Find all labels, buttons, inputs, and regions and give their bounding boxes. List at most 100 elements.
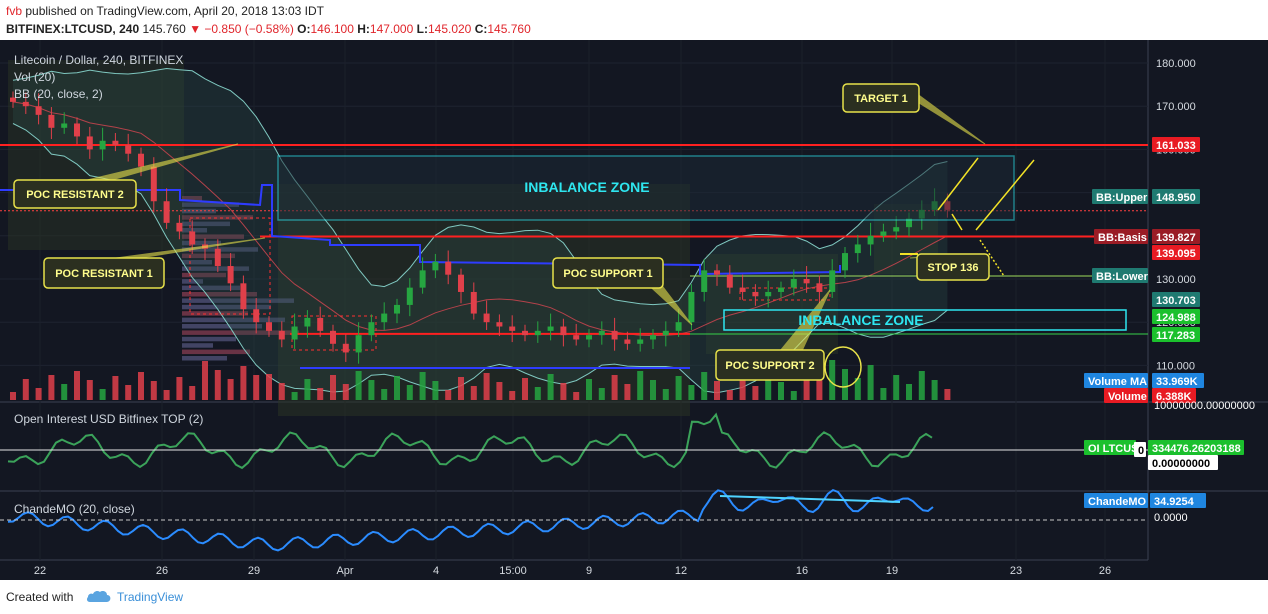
- tradingview-brand-link[interactable]: TradingView: [117, 590, 184, 604]
- volume-tag: Volume: [1108, 391, 1147, 403]
- candle-body: [662, 330, 669, 336]
- volume-ma-value-bg: [1152, 373, 1204, 388]
- cmo-trendline: [719, 495, 901, 503]
- volume-bar: [48, 375, 55, 400]
- bb-basis-tag: BB:Basis: [1098, 232, 1147, 244]
- volume-bar: [214, 370, 221, 400]
- volume-bar: [765, 373, 772, 400]
- volume-bar: [266, 374, 272, 400]
- cmo-value-bg: [1150, 493, 1206, 508]
- bb-indicator-label: BB (20, close, 2): [14, 87, 103, 101]
- callout-target-1: [842, 83, 920, 113]
- volume-bar: [790, 391, 797, 400]
- volume-bar: [202, 361, 208, 400]
- candle-body: [765, 291, 772, 297]
- volume-axis-max: 10000000.00000000: [1154, 400, 1255, 412]
- volume-bar: [278, 383, 285, 400]
- volume-profile-bar: [182, 343, 213, 348]
- candle-body: [48, 114, 55, 128]
- volume-bar: [611, 375, 618, 400]
- chart-svg[interactable]: TARGET 1 POC RESISTANT 2 POC RESISTANT 1 PO…: [0, 40, 1268, 580]
- candle-body: [138, 153, 144, 167]
- price-label-139: 139.095: [1156, 248, 1196, 260]
- volume-profile-bar: [182, 298, 294, 303]
- volume-bar: [419, 372, 426, 400]
- candle-body: [368, 322, 375, 336]
- volume-bar: [304, 379, 311, 400]
- candle-body: [906, 218, 912, 228]
- low-label: L:: [416, 22, 428, 36]
- volume-bar: [509, 391, 516, 400]
- callout-poc-resistant-1-text: POC RESISTANT 1: [55, 268, 153, 280]
- candle-body: [432, 261, 439, 271]
- volume-profile-bar: [182, 285, 240, 291]
- volume-profile-bar: [182, 228, 207, 233]
- candle-body: [278, 330, 285, 340]
- callout-pointer: [87, 143, 239, 181]
- volume-bar: [739, 377, 746, 400]
- volume-bar: [61, 384, 68, 400]
- volume-profile-bar: [182, 202, 239, 207]
- candle-body: [381, 313, 388, 323]
- volume-profile-bar: [182, 221, 230, 227]
- volume-profile-bar: [182, 240, 221, 246]
- cmo-value: 34.9254: [1154, 496, 1195, 508]
- high-value: 147.000: [369, 22, 414, 36]
- candle-body: [752, 291, 759, 297]
- volume-bar: [432, 381, 439, 400]
- chart-area[interactable]: TARGET 1 POC RESISTANT 2 POC RESISTANT 1 PO…: [0, 40, 1268, 580]
- time-tick-label: 12: [675, 565, 687, 577]
- open-label: O:: [297, 22, 311, 36]
- chande-line: [0, 488, 1148, 552]
- price-label-117: 117.283: [1156, 330, 1195, 342]
- volume-ma-value: 33.969K: [1156, 376, 1198, 388]
- candle-body: [86, 136, 93, 150]
- volume-profile-bar: [182, 311, 248, 316]
- projection-arrow: [975, 159, 1035, 231]
- candle-body: [406, 287, 413, 305]
- volume-bar: [483, 373, 490, 400]
- volume-profile-bar: [182, 234, 244, 239]
- candle-body: [880, 231, 887, 236]
- oi-value-bg: [1148, 440, 1244, 455]
- imbalance-zone-lower: [723, 309, 1127, 331]
- volume-bar: [381, 389, 388, 400]
- candle-body: [394, 304, 400, 314]
- candle-body: [739, 287, 746, 292]
- candle-body: [611, 330, 618, 340]
- candle-body: [560, 326, 567, 336]
- volume-indicator-label: Vol (20): [14, 70, 56, 84]
- dashed-box: [739, 287, 831, 301]
- volume-bar: [150, 381, 157, 400]
- volume-bar: [368, 380, 375, 400]
- volume-profile-bar: [182, 349, 250, 355]
- volume-profile-bar: [182, 356, 227, 361]
- cmo-pane-title: ChandeMO (20, close): [14, 502, 135, 516]
- volume-profile-bar: [182, 304, 271, 310]
- price-tick-label: 110.000: [1156, 360, 1195, 372]
- volume-profile-bar: [182, 324, 262, 329]
- candle-body: [675, 322, 682, 331]
- volume-bar: [496, 382, 503, 400]
- author-link[interactable]: fvb: [6, 4, 23, 18]
- price-label-bb-basis-bg: [1152, 229, 1200, 244]
- volume-profile-bar: [182, 266, 249, 271]
- volume-bar: [867, 365, 874, 400]
- volume-bar: [163, 390, 170, 400]
- footer: Created with TradingView: [0, 580, 1268, 614]
- candle-body: [304, 317, 311, 327]
- time-tick-label: 9: [586, 565, 592, 577]
- volume-bar: [189, 386, 196, 400]
- oi-zero-tag-bg: [1134, 442, 1146, 457]
- volume-bar: [330, 375, 336, 400]
- candle-body: [816, 283, 823, 292]
- time-axis[interactable]: 22 26 29 Apr 4 15:00 9 12 16 19 23 26: [34, 565, 1111, 577]
- volume-bar: [445, 390, 452, 400]
- callout-target-1-text: TARGET 1: [854, 93, 908, 105]
- candle-body: [253, 309, 260, 323]
- candle-body: [509, 326, 516, 331]
- candle-body: [61, 123, 68, 128]
- volume-bar: [637, 371, 644, 400]
- volume-tag-bg: [1104, 388, 1148, 403]
- candle-body: [688, 291, 695, 323]
